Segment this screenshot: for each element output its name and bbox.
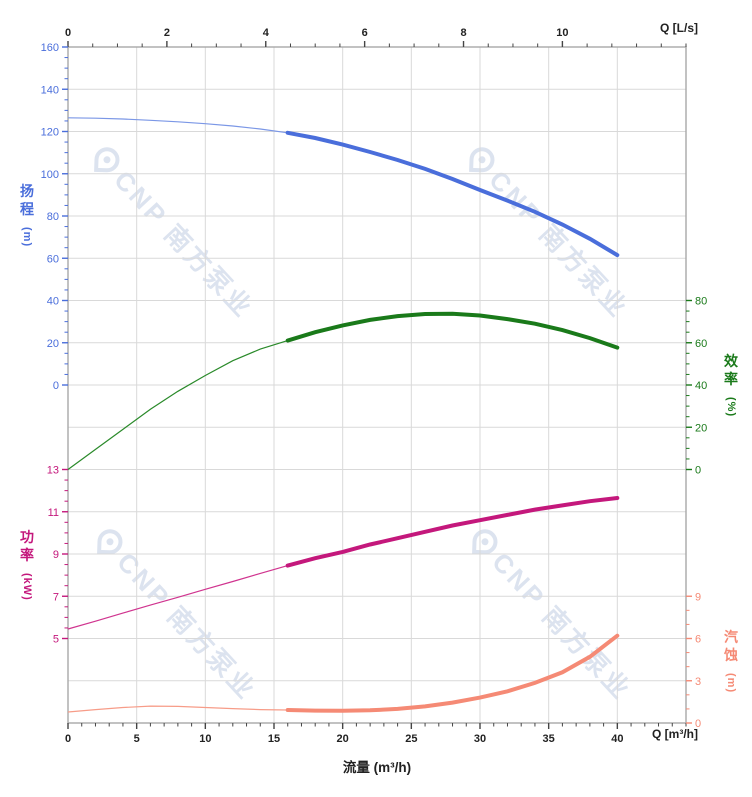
svg-text:120: 120 [41,127,59,139]
head-curve-bold [285,130,620,258]
svg-text:100: 100 [41,169,59,181]
svg-text:9: 9 [53,549,59,561]
svg-text:4: 4 [263,27,270,39]
efficiency-curve-bold [285,311,620,350]
head-axis-title: 扬程 (m) [10,182,44,247]
efficiency-axis-title: 效率 (%) [714,352,748,417]
svg-text:11: 11 [48,507,59,519]
svg-text:3: 3 [695,676,701,688]
svg-text:80: 80 [695,296,707,308]
svg-text:6: 6 [362,27,368,39]
svg-text:80: 80 [47,211,59,223]
npsh-curve-bold [285,633,620,713]
svg-text:0: 0 [53,380,59,392]
svg-text:15: 15 [268,733,280,745]
svg-text:5: 5 [53,634,59,646]
npsh-curve-thin [67,705,288,713]
svg-text:7: 7 [53,591,59,603]
svg-text:0: 0 [65,733,71,745]
svg-text:0: 0 [695,718,701,730]
svg-text:10: 10 [199,733,211,745]
svg-text:5: 5 [134,733,140,745]
svg-text:0: 0 [65,27,71,39]
svg-text:160: 160 [41,42,59,54]
npsh-axis-title-text: 汽蚀 [724,629,738,664]
svg-text:40: 40 [695,380,707,392]
x-axis-title: 流量 (m³/h) [342,760,412,775]
svg-text:140: 140 [41,84,59,96]
npsh-axis-unit: (m) [725,673,737,694]
svg-text:9: 9 [695,591,701,603]
svg-text:10: 10 [556,27,568,39]
svg-text:40: 40 [611,733,623,745]
power-axis-title-text: 功率 [20,529,34,564]
efficiency-axis-title-text: 效率 [724,353,738,388]
svg-text:40: 40 [47,296,59,308]
svg-text:20: 20 [47,338,59,350]
efficiency-curve-thin [67,340,288,470]
efficiency-axis-unit: (%) [725,397,737,418]
svg-text:20: 20 [337,733,349,745]
svg-text:35: 35 [543,733,555,745]
head-axis-title-text: 扬程 [20,183,34,218]
top-axis-unit-label: Q [L/s] [660,21,698,35]
svg-text:60: 60 [695,338,707,350]
bottom-axis-unit-label: Q [m³/h] [652,727,698,741]
power-curve-thin [67,565,288,630]
power-axis-title: 功率 (kW) [10,528,44,601]
npsh-axis-title: 汽蚀 (m) [714,628,748,693]
svg-text:0: 0 [695,465,701,477]
head-axis-unit: (m) [21,227,33,248]
head-curve-thin [67,117,288,134]
svg-text:13: 13 [47,465,59,477]
svg-text:20: 20 [695,422,707,434]
svg-text:6: 6 [695,634,701,646]
svg-text:25: 25 [405,733,417,745]
power-axis-unit: (kW) [21,573,33,602]
svg-text:8: 8 [460,27,466,39]
svg-text:2: 2 [164,27,170,39]
svg-text:30: 30 [474,733,486,745]
power-curve-bold [285,496,620,568]
svg-text:60: 60 [47,253,59,265]
